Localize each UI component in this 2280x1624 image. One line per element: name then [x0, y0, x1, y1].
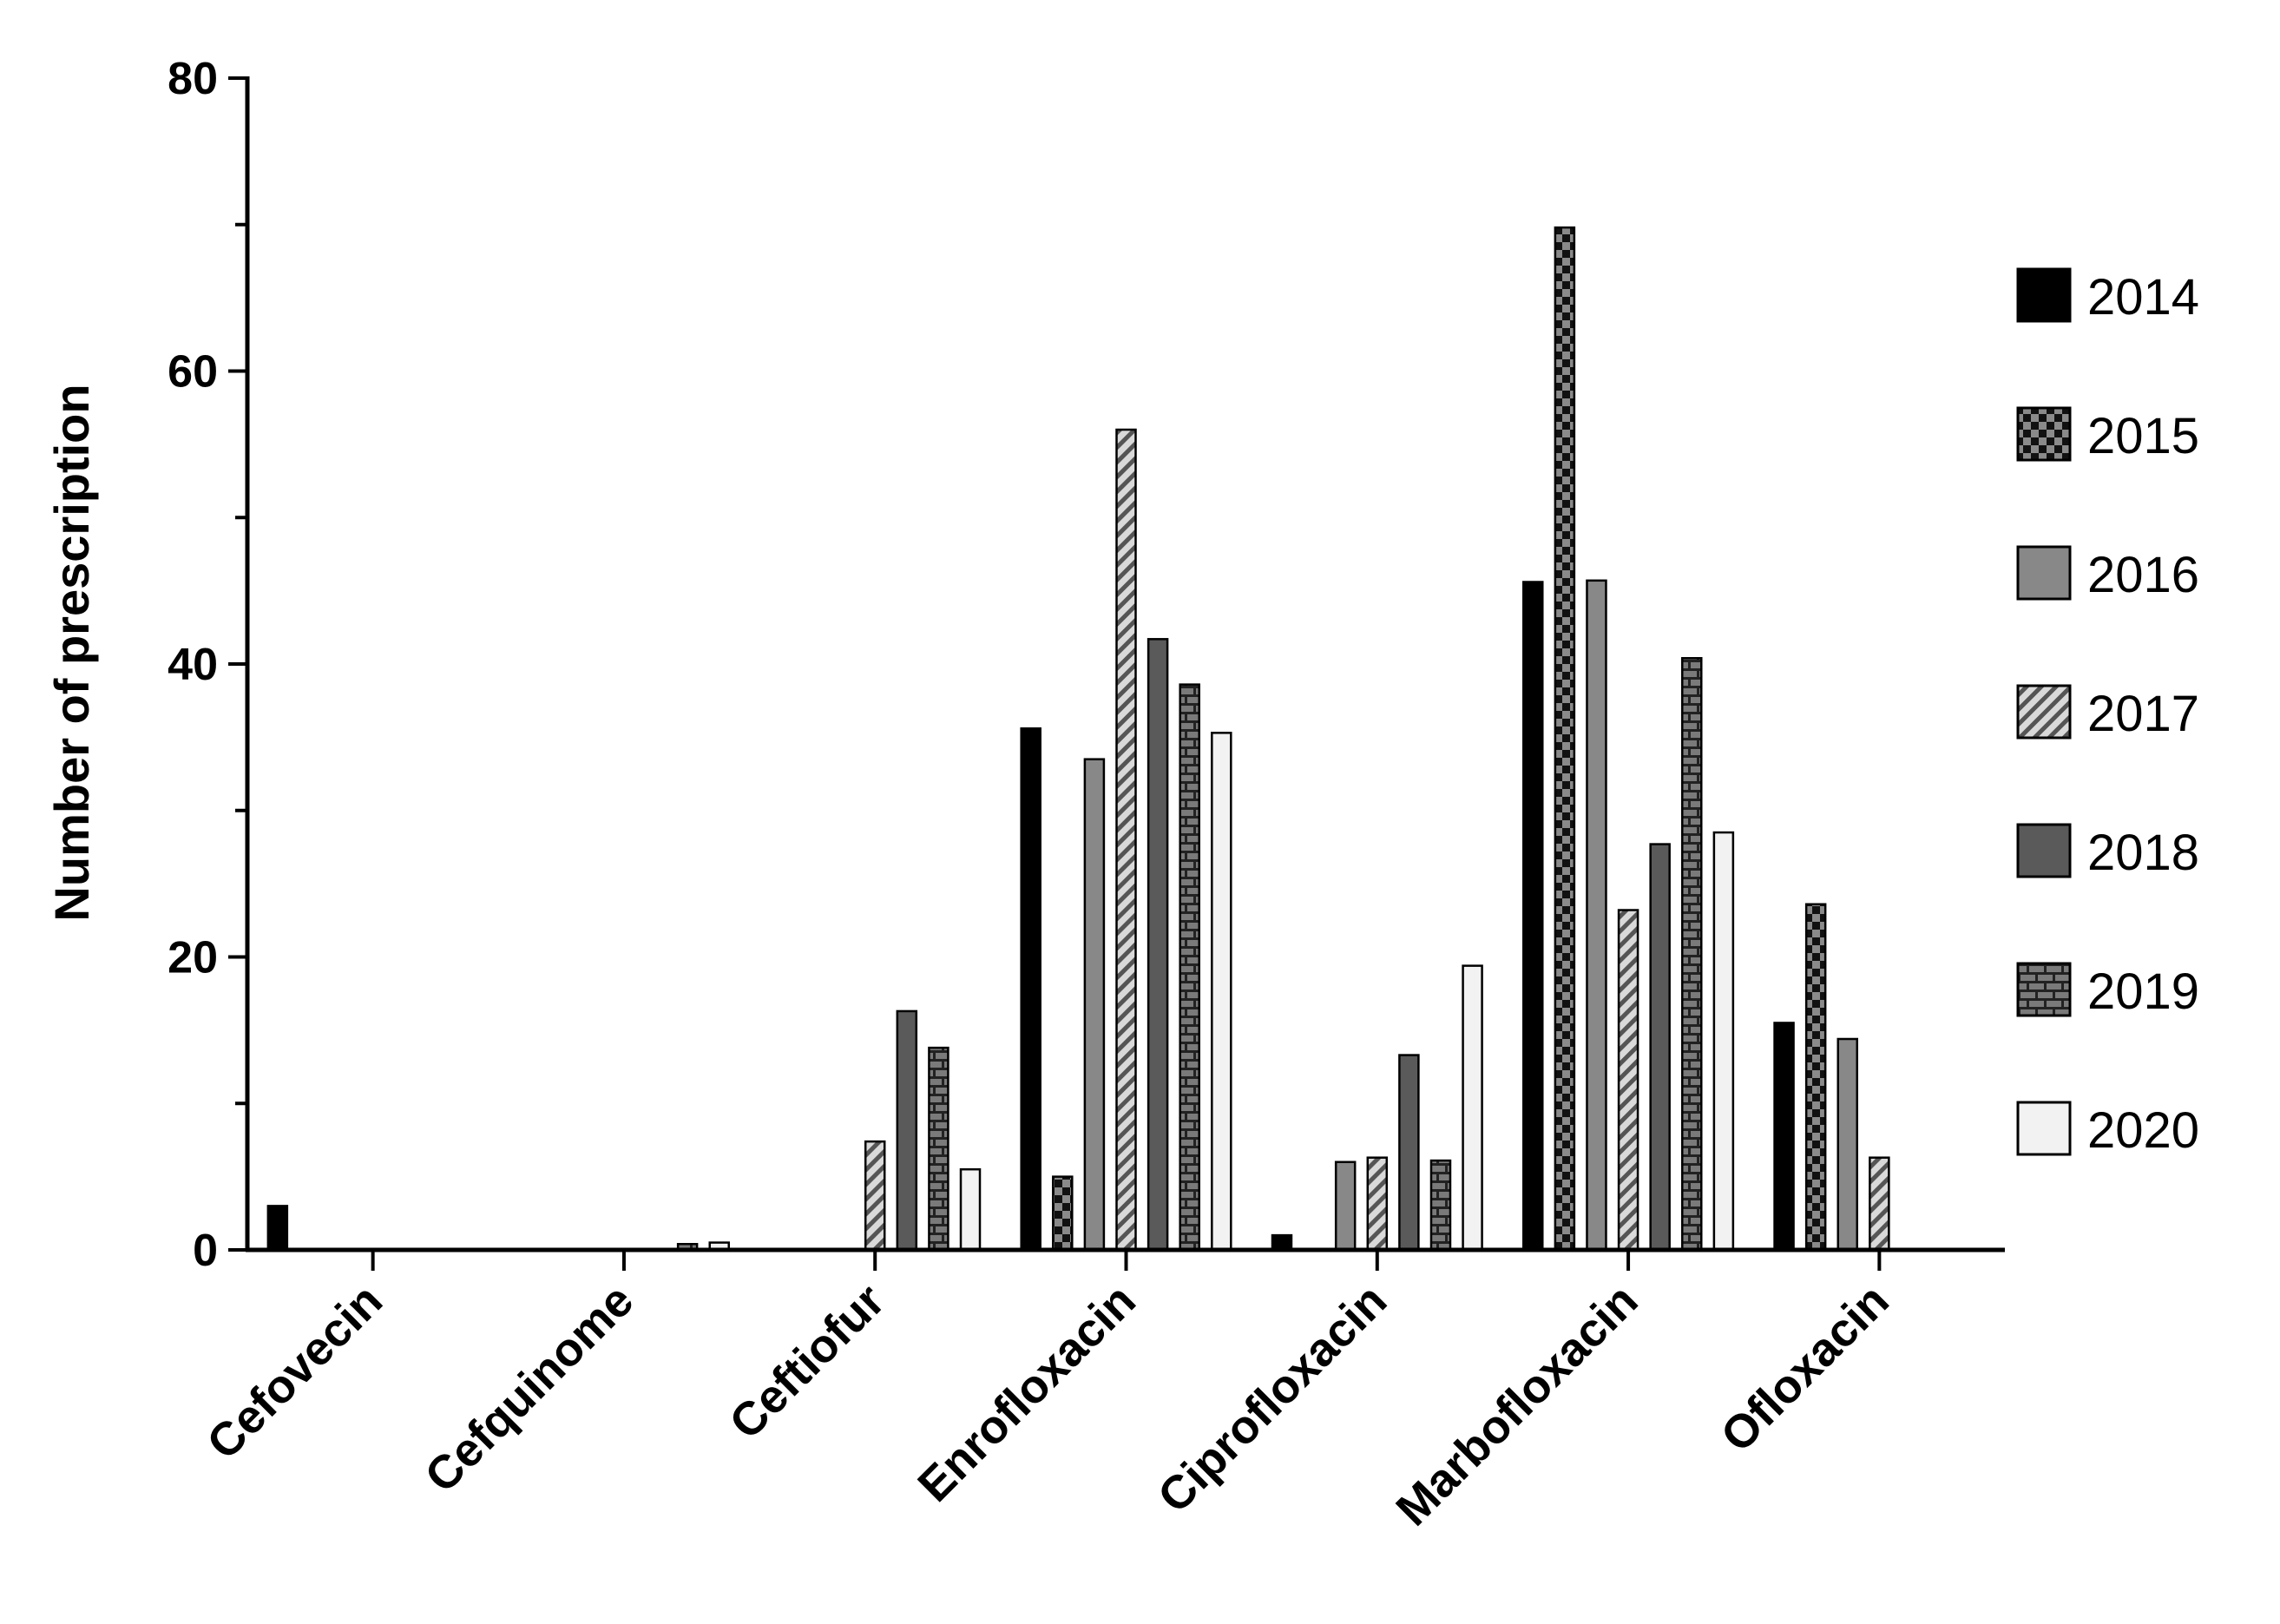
legend-swatch-2016	[2016, 545, 2072, 601]
bar-2019-enrofloxacin	[1179, 683, 1200, 1252]
bar-2014-enrofloxacin	[1020, 727, 1041, 1252]
x-category-label: Cefquinome	[415, 1274, 643, 1502]
bar-2019-ciprofloxacin	[1429, 1159, 1452, 1252]
bar-2015-enrofloxacin	[1052, 1175, 1074, 1252]
x-category-label: Ceftiofur	[719, 1274, 895, 1450]
x-category-label: Marbofloxacin	[1386, 1274, 1647, 1535]
legend-label-2019: 2019	[2087, 963, 2199, 1020]
y-tick-label: 0	[193, 1226, 218, 1276]
bar-2016-enrofloxacin	[1083, 758, 1106, 1252]
x-category-label: Ciprofloxacin	[1148, 1274, 1396, 1522]
bar-2020-ciprofloxacin	[1462, 964, 1483, 1252]
legend-label-2016: 2016	[2087, 547, 2199, 603]
bar-2015-ofloxacin	[1804, 903, 1827, 1252]
bar-2016-ofloxacin	[1836, 1037, 1859, 1252]
bar-2014-marbofloxacin	[1522, 581, 1544, 1252]
y-tick-label: 80	[168, 54, 218, 104]
bar-2014-ofloxacin	[1773, 1022, 1795, 1252]
bars-group	[266, 226, 1890, 1252]
bar-2018-ciprofloxacin	[1398, 1054, 1420, 1252]
bar-2014-cefovecin	[266, 1205, 289, 1252]
y-axis-title: Number of prescription	[44, 384, 99, 921]
x-category-label: Ofloxacin	[1711, 1274, 1898, 1462]
legend-swatch-2020	[2016, 1101, 2072, 1156]
bar-2016-marbofloxacin	[1586, 579, 1607, 1252]
bar-2020-marbofloxacin	[1712, 831, 1735, 1252]
legend-label-2020: 2020	[2087, 1102, 2199, 1159]
y-tick-label: 60	[168, 347, 218, 398]
y-axis: 0 20 40 60 80	[168, 54, 250, 1276]
bar-2019-marbofloxacin	[1681, 657, 1703, 1252]
legend-label-2017: 2017	[2087, 686, 2199, 742]
y-tick-label: 20	[168, 933, 218, 983]
x-category-label: Cefovecin	[197, 1274, 392, 1469]
bar-2017-ceftiofur	[864, 1140, 886, 1252]
legend-label-2014: 2014	[2087, 269, 2199, 325]
bar-2020-ceftiofur	[959, 1167, 982, 1252]
bar-2016-ciprofloxacin	[1334, 1160, 1357, 1252]
legend-swatch-2019	[2016, 962, 2072, 1017]
legend-label-2015: 2015	[2087, 408, 2199, 464]
legend-label-2018: 2018	[2087, 825, 2199, 881]
bar-2015-marbofloxacin	[1554, 226, 1576, 1252]
bar-2017-ofloxacin	[1869, 1156, 1890, 1252]
bar-2018-enrofloxacin	[1147, 638, 1169, 1252]
bar-2017-ciprofloxacin	[1366, 1156, 1389, 1252]
y-tick-label: 40	[168, 640, 218, 690]
x-axis: Cefovecin Cefquinome Ceftiofur Enrofloxacin…	[197, 1247, 2005, 1535]
legend: 2014 2015 2016 2017 2018 2019 2020	[2016, 267, 2199, 1159]
legend-swatch-2017	[2016, 684, 2072, 740]
bar-2014-ciprofloxacin	[1271, 1233, 1293, 1252]
legend-swatch-2015	[2016, 406, 2072, 462]
legend-swatch-2014	[2016, 267, 2072, 323]
bar-2019-ceftiofur	[928, 1046, 949, 1252]
bar-2017-enrofloxacin	[1115, 428, 1137, 1252]
x-category-label: Enrofloxacin	[908, 1274, 1146, 1512]
bar-2020-enrofloxacin	[1211, 732, 1232, 1252]
bar-2017-marbofloxacin	[1617, 909, 1639, 1252]
bar-2018-marbofloxacin	[1649, 843, 1671, 1252]
legend-swatch-2018	[2016, 823, 2072, 878]
bar-2018-ceftiofur	[896, 1009, 918, 1252]
